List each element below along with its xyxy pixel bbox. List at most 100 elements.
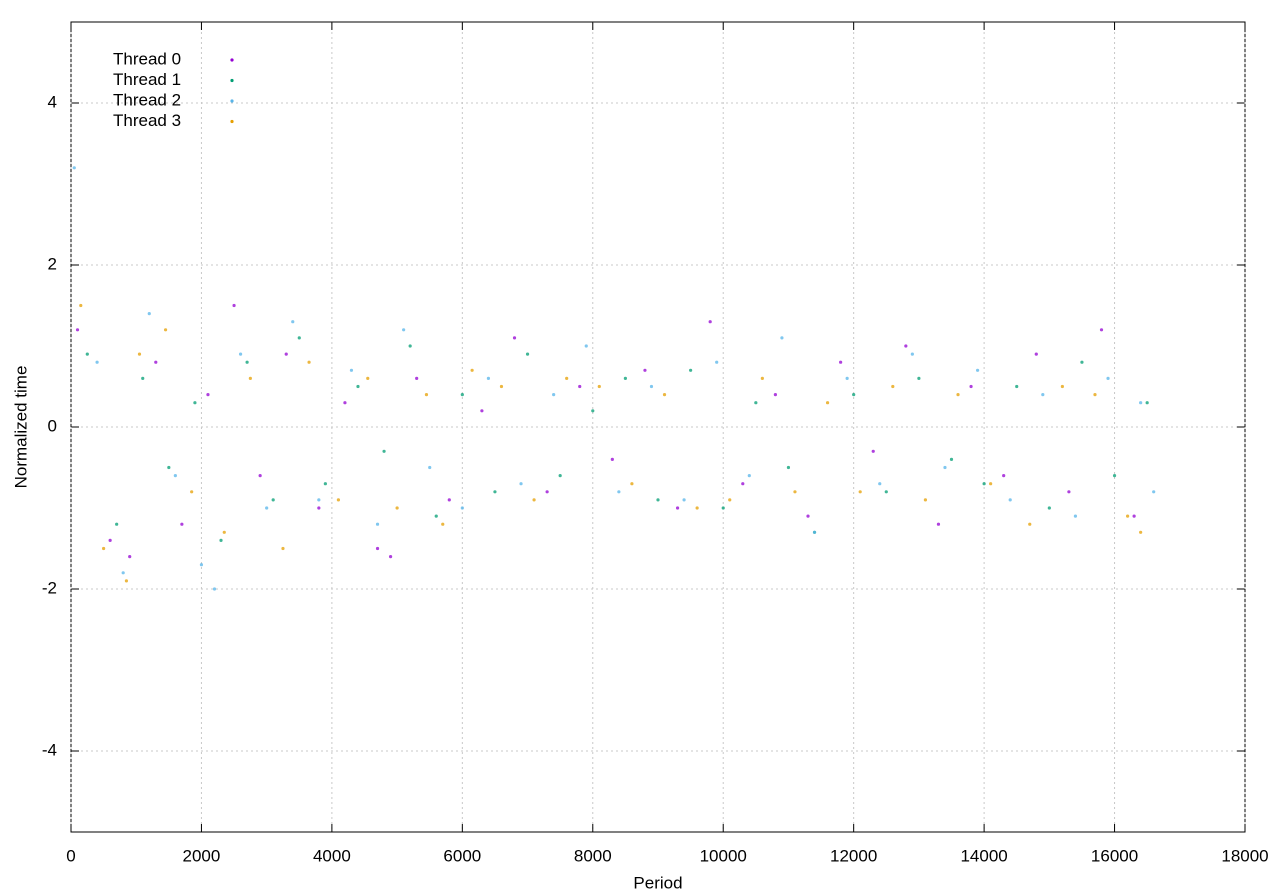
point (480, 409, 484, 413)
point (1041, 393, 1045, 397)
point (558, 474, 562, 478)
point (336, 498, 341, 502)
point (356, 384, 360, 389)
y-tick-label: -4 (42, 740, 57, 759)
point (284, 352, 288, 356)
point (1080, 360, 1084, 364)
point (578, 384, 582, 389)
point (721, 506, 725, 510)
point (610, 457, 614, 461)
point (1073, 514, 1078, 518)
point (923, 498, 928, 502)
point (388, 555, 393, 559)
point (773, 393, 778, 397)
point (552, 393, 556, 397)
point (428, 465, 432, 470)
legend-marker (230, 78, 234, 83)
point (584, 344, 588, 348)
point (982, 482, 986, 486)
point (470, 368, 474, 372)
point (786, 465, 791, 470)
x-tick-label: 18000 (1221, 846, 1268, 865)
point (565, 376, 569, 380)
point (281, 546, 285, 551)
point (1008, 498, 1012, 502)
point (741, 482, 745, 486)
point (969, 384, 973, 389)
point (858, 490, 862, 494)
point (382, 449, 386, 453)
point (375, 546, 380, 551)
point (812, 530, 817, 534)
y-axis-label: Normalized time (11, 366, 30, 489)
legend-label: Thread 2 (113, 90, 181, 109)
x-tick-label: 14000 (960, 846, 1007, 865)
legend-marker (230, 99, 234, 103)
point (219, 538, 223, 543)
point (441, 522, 445, 526)
point (852, 393, 856, 397)
point (747, 474, 751, 478)
point (649, 384, 654, 389)
point (1145, 401, 1149, 405)
point (108, 538, 112, 543)
y-tick-label: 2 (48, 254, 57, 273)
point (917, 376, 921, 380)
x-tick-label: 4000 (313, 846, 351, 865)
point (265, 506, 269, 510)
point (307, 360, 311, 364)
point (662, 393, 667, 397)
point (708, 320, 712, 324)
point (1002, 474, 1006, 478)
point (1015, 384, 1019, 389)
point (317, 506, 321, 510)
point (1139, 401, 1143, 405)
point (806, 514, 810, 518)
point (248, 376, 252, 380)
point (623, 376, 627, 380)
point (222, 530, 226, 534)
x-axis-label: Period (633, 873, 682, 892)
point (630, 482, 634, 486)
y-tick-label: 0 (48, 416, 57, 435)
legend-label: Thread 3 (113, 111, 181, 130)
point (147, 312, 151, 316)
point (884, 490, 888, 494)
point (395, 506, 399, 510)
point (760, 376, 764, 380)
point (689, 368, 693, 372)
x-tick-label: 0 (66, 846, 75, 865)
point (1126, 514, 1130, 518)
point (323, 482, 327, 486)
point (486, 376, 491, 380)
legend-label: Thread 0 (113, 49, 181, 68)
point (199, 563, 204, 567)
point (643, 368, 647, 372)
legend-label: Thread 1 (113, 70, 181, 89)
point (682, 498, 686, 502)
point (408, 344, 412, 348)
point (75, 328, 80, 332)
point (617, 490, 621, 494)
point (493, 490, 497, 494)
point (375, 522, 380, 526)
point (904, 344, 908, 348)
point (447, 498, 451, 502)
x-tick-label: 12000 (830, 846, 877, 865)
point (297, 336, 301, 340)
point (597, 384, 601, 389)
point (871, 449, 875, 453)
point (85, 352, 89, 356)
point (1028, 522, 1032, 526)
point (167, 465, 171, 470)
point (989, 482, 993, 486)
point (238, 352, 243, 356)
point (258, 474, 262, 478)
point (415, 376, 419, 380)
point (193, 401, 197, 405)
point (124, 579, 129, 583)
point (839, 360, 843, 364)
legend-marker (230, 58, 234, 62)
point (675, 506, 680, 510)
